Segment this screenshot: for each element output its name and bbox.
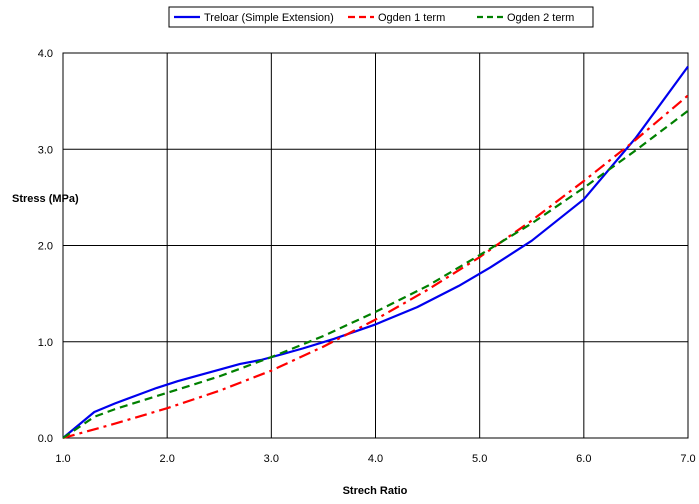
series-line-1 xyxy=(62,65,689,439)
chart-grid xyxy=(62,52,689,439)
x-tick-label: 7.0 xyxy=(680,453,695,465)
legend-label: Ogden 2 term xyxy=(507,12,574,24)
axis-ticks: 1.0 2.0 3.0 4.0 5.0 6.0 7.00.01.02.03.04.0 xyxy=(38,48,696,465)
x-tick-label: 5.0 xyxy=(472,453,487,465)
y-tick-label: 0.0 xyxy=(38,433,53,445)
series-line-2 xyxy=(62,94,689,440)
legend-label: Treloar (Simple Extension) xyxy=(204,12,334,24)
y-axis-label: Stress (MPa) xyxy=(12,193,79,205)
x-tick-label: 4.0 xyxy=(368,453,383,465)
y-tick-label: 2.0 xyxy=(38,241,53,253)
legend: Treloar (Simple Extension) Ogden 1 term Og… xyxy=(168,6,594,28)
legend-label: Ogden 1 term xyxy=(378,12,445,24)
x-tick-label: 3.0 xyxy=(264,453,279,465)
x-tick-label: 6.0 xyxy=(576,453,591,465)
x-tick-label: 1.0 xyxy=(55,453,70,465)
y-tick-label: 4.0 xyxy=(38,48,53,60)
series-line-3 xyxy=(62,109,689,439)
y-tick-label: 3.0 xyxy=(38,144,53,156)
series-layer xyxy=(62,65,689,440)
y-tick-label: 1.0 xyxy=(38,337,53,349)
x-axis-label: Strech Ratio xyxy=(343,485,408,497)
x-tick-label: 2.0 xyxy=(160,453,175,465)
legend-box xyxy=(168,6,594,28)
